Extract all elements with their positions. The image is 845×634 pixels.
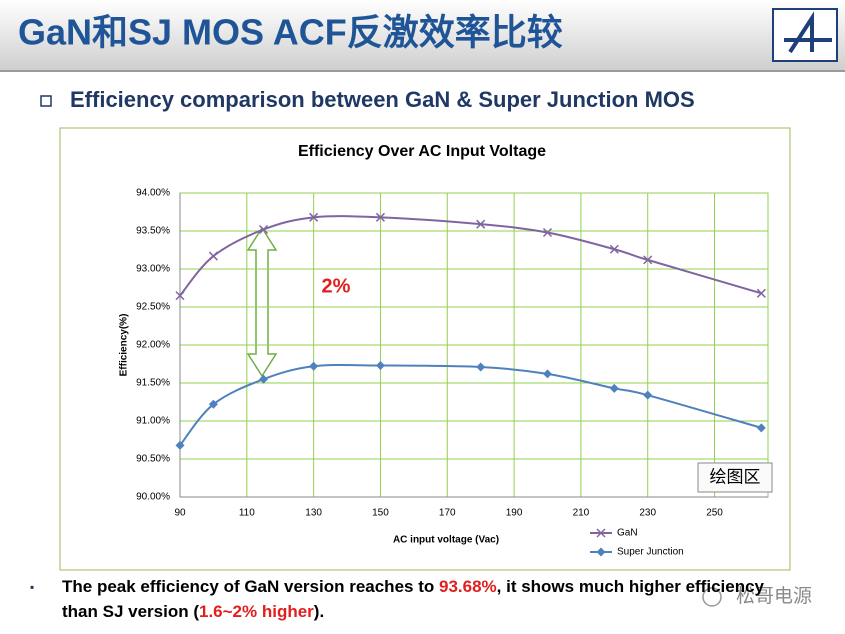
subtitle: Efficiency comparison between GaN & Supe… [70,87,695,112]
series-line [179,215,762,297]
x-tick-label: 150 [372,508,389,519]
marker [309,212,319,222]
watermark-text: 松哥电源 [736,585,812,607]
marker [208,251,218,261]
x-tick-label: 130 [305,508,322,519]
marker [476,362,486,372]
x-tick-label: 190 [506,508,523,519]
marker [756,423,766,433]
footnote-text: ). [313,602,325,621]
y-tick-label: 92.50% [136,302,170,313]
plot-area: 90.00% 90.50% 91.00% 91.50% 92.00% 92.50% 93.0… [136,188,769,558]
footnote-text: The peak efficiency of GaN version reach… [62,577,439,596]
footnote: The peak efficiency of GaN version reach… [62,574,764,624]
x-tick-label: 170 [439,508,456,519]
bullet: ▪ [30,580,34,594]
footnote-highlight: 93.68% [438,577,497,596]
legend-marker [596,547,606,557]
marker [643,390,653,400]
logo [772,8,838,62]
marker [609,383,619,393]
watermark: 松哥电源 [702,585,812,607]
marker [309,361,319,371]
marker [643,255,653,265]
y-tick-label: 90.00% [136,492,170,503]
marker [259,374,269,384]
y-tick-label: 92.00% [136,340,170,351]
legend-label: Super Junction [617,547,684,558]
annotation: 2% [322,275,351,297]
marker [175,440,185,450]
footnote-text: , it shows much higher efficiency [496,577,764,596]
footnote-highlight: 1.6~2% higher [198,602,314,621]
x-tick-label: 250 [706,508,723,519]
marker [543,369,552,379]
x-tick-label: 210 [573,508,590,519]
tooltip: 绘图区 [697,462,773,493]
marker [756,288,766,298]
marker [375,361,385,371]
x-tick-label: 230 [639,508,656,519]
difference-arrow [246,226,278,378]
marker [609,244,619,254]
legend-label: GaN [617,528,638,539]
slide-title: GaN和SJ MOS ACF反激效率比较 [18,12,563,53]
y-axis-label: Efficiency(%) [119,314,130,377]
series-line [179,363,762,446]
y-tick-label: 93.00% [136,264,170,275]
y-tick-label: 93.50% [136,226,170,237]
y-tick-label: 94.00% [136,188,170,199]
x-axis-label: AC input voltage (Vac) [393,535,499,546]
y-tick-label: 91.00% [136,416,170,427]
legend: GaN Super Junction [590,528,684,558]
footnote-text: than SJ version ( [62,602,199,621]
chart-title: Efficiency Over AC Input Voltage [298,143,546,160]
marker [208,399,218,409]
legend-marker [596,528,606,538]
marker [175,291,185,301]
marker [476,219,486,229]
tooltip-text: 绘图区 [710,467,761,486]
y-tick-label: 91.50% [136,378,170,389]
marker [258,224,269,235]
marker [542,227,553,238]
header-bar [0,0,845,70]
x-tick-label: 110 [239,508,255,519]
y-tick-label: 90.50% [136,454,170,465]
chart-frame [59,127,791,571]
bullet [40,95,52,107]
x-tick-label: 90 [174,508,186,519]
marker [375,212,385,222]
